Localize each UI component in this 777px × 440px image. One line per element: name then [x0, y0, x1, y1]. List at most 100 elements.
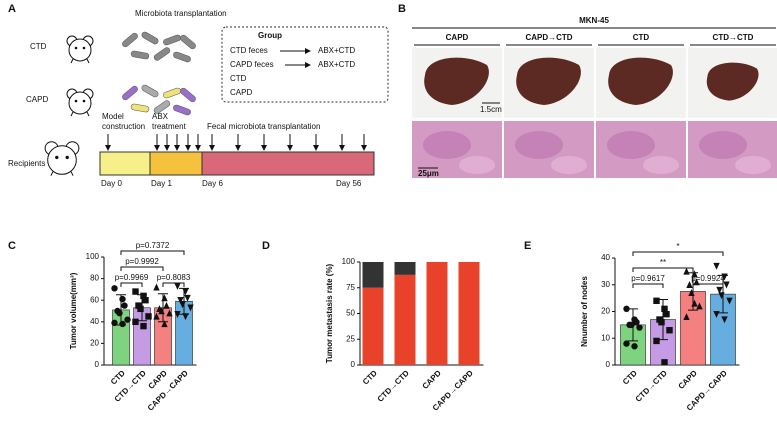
group-item: CTD — [230, 74, 247, 83]
data-point — [137, 305, 144, 313]
group-item: CAPD feces — [230, 60, 274, 69]
mouse-eye — [74, 99, 78, 103]
bar-segment — [394, 262, 416, 275]
column-header: CAPD→CTD — [525, 33, 572, 42]
y-axis-label: Tumor volume(mm³) — [69, 272, 78, 349]
bacterium — [180, 87, 196, 103]
mouse-icons — [44, 35, 94, 176]
significance-bracket — [120, 282, 143, 287]
data-point — [713, 310, 720, 318]
day-label: Day 56 — [336, 179, 362, 188]
data-point — [182, 288, 189, 296]
panel-title: Microbiota transplantation — [135, 9, 227, 18]
significance-bracket — [632, 251, 724, 256]
x-tick-label: CTD→CTD — [376, 368, 411, 403]
group-title: Group — [258, 31, 282, 40]
data-point — [145, 313, 152, 320]
data-point — [161, 294, 168, 302]
group-item: ABX+CTD — [318, 60, 355, 69]
timeline-stage — [99, 151, 151, 176]
bacteria-icons — [122, 31, 196, 116]
data-point — [696, 302, 703, 310]
panel-b: B MKN-45 CAPD CAPD→CTD CTD CTD→CTD 1.5cm 25μm — [398, 3, 777, 178]
histology-region — [607, 131, 655, 159]
data-point — [691, 270, 698, 278]
data-point — [177, 297, 184, 304]
mouse-eye — [55, 155, 59, 160]
group-item: CAPD — [230, 88, 252, 97]
x-tick-label: CTD→CTD — [634, 368, 669, 403]
data-point — [153, 312, 160, 320]
data-point — [653, 337, 660, 345]
y-tick-label: 40 — [601, 253, 610, 262]
x-tick-label: CAPD — [677, 368, 700, 391]
significance-bracket — [162, 282, 185, 287]
y-tick-label: 0 — [351, 360, 356, 369]
data-point — [174, 282, 181, 290]
data-point — [663, 310, 670, 318]
y-axis-label: Nnumber of nodes — [580, 276, 589, 347]
bacterium — [153, 47, 171, 61]
significance-bracket — [120, 250, 185, 255]
data-point — [124, 316, 131, 323]
mouse-feet — [70, 58, 90, 64]
panel-label: A — [8, 3, 16, 15]
data-point — [721, 273, 728, 281]
bar-segment — [394, 274, 416, 365]
mouse-eye — [82, 99, 86, 103]
data-point — [140, 322, 147, 330]
panel-label: C — [8, 240, 16, 252]
significance-label: p=0.9924 — [691, 274, 725, 283]
stage-label: construction — [102, 122, 145, 131]
significance-label: p=0.9969 — [115, 273, 149, 282]
donor-label: CAPD — [26, 95, 48, 104]
data-point — [161, 320, 168, 328]
day-label: Day 6 — [202, 179, 223, 188]
bacterium — [163, 87, 181, 99]
histology-region — [515, 131, 563, 159]
image-grid: CAPD CAPD→CTD CTD CTD→CTD 1.5cm 25μm — [412, 33, 777, 178]
data-point — [182, 313, 189, 321]
bar-segment — [426, 262, 448, 365]
day-label: Day 1 — [151, 179, 172, 188]
data-point — [132, 288, 139, 295]
panel-label: D — [262, 240, 270, 252]
bacterium — [173, 51, 191, 63]
significance-label: p=0.7372 — [136, 241, 170, 250]
mouse-body — [68, 38, 92, 62]
x-tick-label: CTD — [361, 368, 379, 386]
bacterium — [153, 100, 171, 114]
group-item: ABX+CTD — [318, 46, 355, 55]
y-tick-label: 20 — [601, 307, 610, 316]
column-header: CTD→CTD — [713, 33, 754, 42]
data-point — [666, 327, 673, 334]
data-point — [661, 305, 668, 313]
bacterium — [141, 84, 159, 98]
data-point — [163, 301, 170, 309]
bar-segment — [362, 287, 384, 365]
panel-label: E — [524, 240, 531, 252]
stage-label: ABX — [152, 112, 169, 121]
significance-label: p=0.8083 — [157, 273, 191, 282]
data-point — [726, 297, 733, 305]
y-tick-label: 10 — [601, 333, 610, 342]
data-point — [179, 301, 186, 309]
y-tick-label: 0 — [606, 360, 611, 369]
data-point — [142, 297, 149, 304]
histology-region — [551, 156, 587, 174]
y-axis-label: Tumor metastasis rate (%) — [325, 263, 334, 363]
mouse-body — [68, 91, 92, 115]
significance-bracket — [120, 266, 164, 271]
bacterium — [122, 32, 138, 48]
data-point — [166, 309, 173, 317]
data-point — [623, 305, 630, 313]
panel-a: A Microbiota transplantation CTD CAPD Gr… — [8, 3, 389, 188]
data-point — [132, 318, 139, 325]
y-tick-label: 100 — [86, 252, 100, 261]
bar-segment — [362, 262, 384, 288]
significance-bracket — [632, 283, 664, 288]
column-header: CAPD — [446, 33, 469, 42]
stage-label: Model — [102, 112, 124, 121]
data-point — [683, 267, 690, 275]
